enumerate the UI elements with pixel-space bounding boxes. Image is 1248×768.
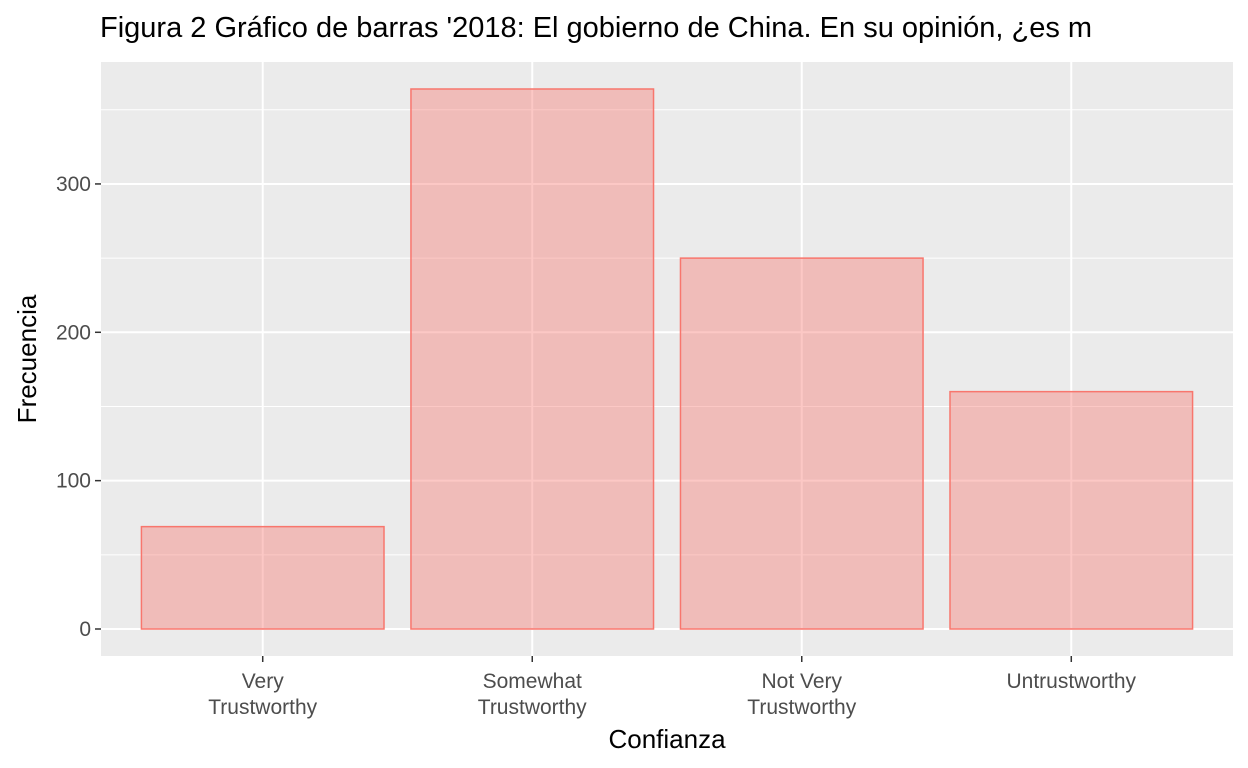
minor-gridlines [101,109,1233,556]
chart-title: Figura 2 Gráfico de barras '2018: El gob… [100,12,1093,44]
bar [949,390,1194,630]
x-tick-label-line: Untrustworthy [1007,670,1137,693]
x-tick-label-line: Trustworthy [478,696,587,719]
x-tick-label-line: Very [242,670,285,693]
x-tick-label: Somewhat Trustworthy [478,670,587,719]
x-tick-label: Untrustworthy [1007,670,1137,693]
x-tick-label-line: Trustworthy [747,696,856,719]
y-axis: 0 100 200 300 [56,173,101,641]
bar [679,257,924,630]
bars [140,88,1194,630]
y-tick-label: 0 [79,618,91,641]
y-tick-label: 300 [56,173,91,196]
y-axis-title: Frecuencia [12,294,42,423]
x-tick-label: Very Trustworthy [208,670,317,719]
x-tick-label-line: Trustworthy [208,696,317,719]
x-tick-label-line: Somewhat [483,670,582,693]
plot-panel [101,62,1233,656]
y-tick-label: 200 [56,321,91,344]
bar [140,525,385,630]
bar [410,88,655,630]
x-tick-label-line: Not Very [761,670,842,693]
x-tick-label: Not Very Trustworthy [747,670,856,719]
y-tick-label: 100 [56,470,91,493]
x-axis-title: Confianza [608,724,726,754]
